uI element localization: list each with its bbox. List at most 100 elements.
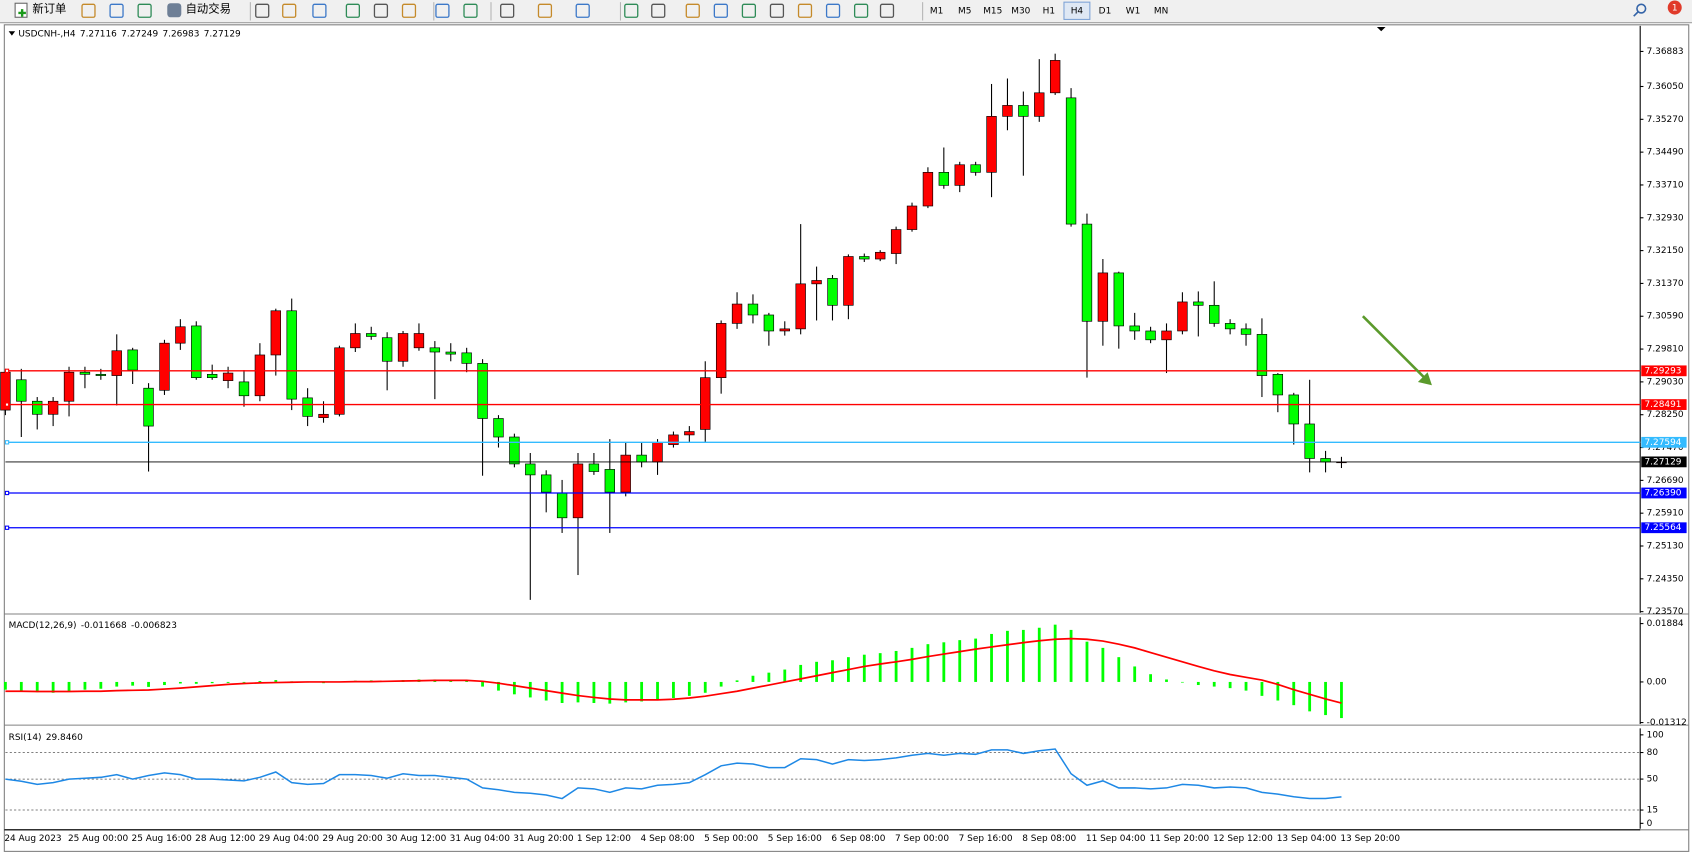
toolbar-icon[interactable] (624, 3, 639, 18)
timeframe-button[interactable]: W1 (1126, 6, 1141, 16)
annotation-arrow (1361, 315, 1428, 381)
timeframe-button[interactable]: M30 (1011, 6, 1030, 16)
candle-body (381, 337, 393, 362)
macd-bar (497, 681, 500, 691)
macd-bar (210, 681, 214, 684)
toolbar-icon[interactable] (81, 3, 96, 18)
macd-bar (656, 681, 659, 700)
timeframe-button[interactable]: H4 (1071, 6, 1084, 16)
toolbar-icon[interactable] (500, 3, 515, 18)
x-tick-label: 31 Aug 20:00 (513, 834, 574, 844)
toolbar-icon[interactable] (797, 3, 813, 18)
timeframe-button[interactable]: M5 (958, 6, 971, 16)
auto-trading-icon[interactable] (167, 3, 182, 18)
notification-count[interactable]: 1 (1672, 4, 1678, 14)
toolbar-icon[interactable] (463, 3, 478, 18)
candle-body (509, 436, 520, 465)
toolbar-icon[interactable] (713, 3, 728, 18)
y-tick-label: 15 (1647, 806, 1658, 816)
macd-bar (242, 681, 246, 683)
macd-bar (1196, 681, 1200, 686)
candle-body (938, 172, 950, 186)
toolbar-icon[interactable] (879, 3, 895, 18)
macd-bar (592, 681, 596, 703)
search-icon[interactable] (1636, 3, 1647, 14)
y-tick-label: -0.01312 (1647, 718, 1687, 728)
line-anchor (4, 440, 10, 445)
candle-body (286, 310, 297, 400)
candle-body (111, 350, 122, 376)
timeframe-button[interactable]: M1 (930, 6, 943, 16)
candle-body (397, 333, 409, 362)
toolbar-icon[interactable] (435, 3, 450, 18)
macd-bar (783, 669, 787, 682)
auto-trading-button[interactable]: 自动交易 (186, 2, 231, 16)
macd-bar (894, 650, 898, 682)
candle-body (763, 314, 775, 332)
candle-body (493, 418, 504, 438)
candle-body (1272, 373, 1284, 396)
toolbar-icon[interactable] (741, 3, 757, 18)
macd-bar (767, 672, 771, 682)
macd-bar (481, 681, 484, 687)
candle-body (350, 333, 361, 349)
toolbar-icon[interactable] (109, 3, 124, 18)
timeframe-button[interactable]: MN (1154, 6, 1168, 16)
toolbar-icon[interactable] (137, 3, 152, 18)
candle-body (143, 387, 154, 427)
toolbar-icon[interactable] (312, 3, 327, 18)
header-value: -0.011668 (81, 620, 127, 630)
timeframe-button[interactable]: M15 (983, 6, 1002, 16)
y-tick-label: 7.29030 (1647, 377, 1684, 387)
candle-body (318, 413, 329, 418)
toolbar-icon[interactable] (255, 3, 270, 18)
macd-bar (608, 681, 612, 704)
toolbar-icon[interactable] (769, 3, 785, 18)
header-value: 7.27249 (121, 29, 158, 39)
toolbar-icon[interactable] (825, 3, 841, 18)
x-tick-label: 29 Aug 04:00 (259, 834, 320, 844)
macd-bar (672, 681, 675, 699)
macd-bar (1292, 681, 1296, 706)
new-order-button[interactable]: 新订单 (32, 2, 66, 16)
macd-bar (4, 681, 7, 690)
x-tick-label: 31 Aug 04:00 (450, 834, 511, 844)
macd-bar (576, 681, 580, 703)
search-handle[interactable] (1633, 11, 1639, 17)
macd-bar (735, 680, 739, 682)
macd-bar (751, 675, 755, 682)
candle-body (238, 381, 250, 397)
x-tick-label: 30 Aug 12:00 (386, 834, 447, 844)
y-tick-label: 7.24350 (1647, 574, 1684, 584)
candle-body (715, 323, 727, 379)
toolbar-icon[interactable] (853, 3, 869, 18)
macd-bar (83, 681, 87, 690)
candle-body (700, 377, 711, 430)
x-tick-label: 11 Sep 04:00 (1086, 834, 1146, 844)
toolbar-icon[interactable] (282, 3, 297, 18)
candle-body (1129, 325, 1140, 332)
candle-body (636, 454, 647, 463)
notification-badge[interactable] (1667, 0, 1682, 15)
toolbar-icon[interactable] (401, 3, 417, 18)
new-order-plus[interactable] (18, 9, 26, 17)
y-tick-label: 7.36883 (1647, 47, 1684, 57)
toolbar-icon[interactable] (373, 3, 389, 18)
toolbar-icon[interactable] (651, 3, 666, 18)
toolbar-icon[interactable] (575, 3, 590, 18)
price-label-box (1641, 365, 1687, 377)
toolbar-icon[interactable] (345, 3, 360, 18)
timeframe-button[interactable]: H1 (1043, 6, 1055, 16)
y-tick-label: 7.25910 (1647, 509, 1684, 519)
macd-bar (942, 642, 946, 682)
timeframe-button[interactable]: D1 (1099, 6, 1112, 16)
toolbar-icon[interactable] (685, 3, 700, 18)
rsi-line (5, 748, 1342, 800)
x-tick-label: 24 Aug 2023 (4, 834, 61, 844)
toolbar-icon[interactable] (537, 3, 553, 18)
header-value: 7.27116 (80, 29, 117, 39)
y-tick-label: 7.31370 (1647, 279, 1684, 289)
toolbar (0, 0, 1692, 23)
x-tick-label: 25 Aug 16:00 (132, 834, 193, 844)
